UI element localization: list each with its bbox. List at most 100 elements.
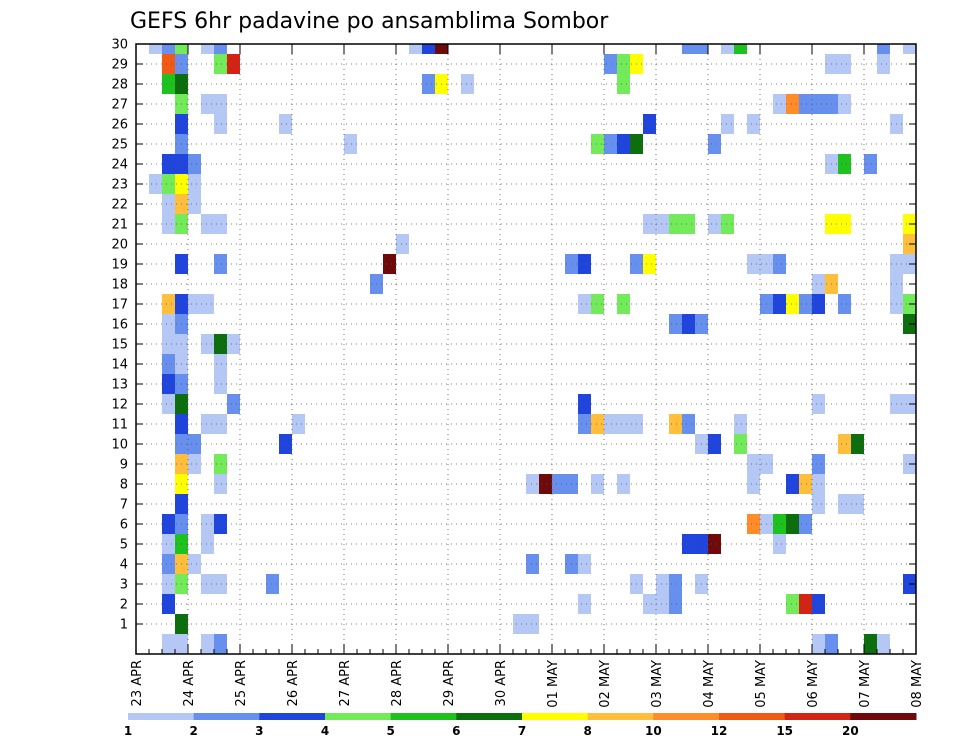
colorbar-swatch bbox=[325, 713, 392, 720]
y-tick-label: 5 bbox=[120, 538, 128, 553]
precip-cell bbox=[227, 54, 240, 74]
precip-cell bbox=[799, 294, 812, 314]
precip-cell bbox=[214, 54, 227, 74]
precip-cell bbox=[201, 514, 214, 534]
precip-cell bbox=[188, 194, 201, 214]
precip-cell bbox=[526, 554, 539, 574]
precip-cell bbox=[214, 414, 227, 434]
y-tick-label: 7 bbox=[120, 498, 128, 513]
precip-cell bbox=[188, 434, 201, 454]
precip-cell bbox=[214, 94, 227, 114]
colorbar-swatch bbox=[719, 713, 786, 720]
precip-cell bbox=[162, 514, 175, 534]
precip-cell bbox=[201, 334, 214, 354]
precip-cell bbox=[682, 44, 695, 54]
precip-cell bbox=[422, 44, 435, 54]
precip-cell bbox=[162, 394, 175, 414]
precip-cell bbox=[201, 534, 214, 554]
y-tick-label: 23 bbox=[111, 178, 128, 193]
precip-cell bbox=[175, 634, 188, 654]
y-tick-label: 24 bbox=[111, 158, 128, 173]
colorbar-swatch bbox=[193, 713, 260, 720]
precip-cell bbox=[838, 214, 851, 234]
y-tick-label: 20 bbox=[111, 238, 128, 253]
colorbar-label: 10 bbox=[645, 724, 662, 738]
precip-cell bbox=[864, 154, 877, 174]
x-tick-label: 25 APR bbox=[234, 660, 249, 706]
precip-cell bbox=[214, 634, 227, 654]
precip-cell bbox=[513, 614, 526, 634]
x-tick-label: 24 APR bbox=[182, 660, 197, 706]
precip-cell bbox=[643, 254, 656, 274]
precip-cell bbox=[799, 94, 812, 114]
precip-cell bbox=[617, 294, 630, 314]
precip-cell bbox=[188, 174, 201, 194]
precip-cell bbox=[201, 414, 214, 434]
colorbar-label: 20 bbox=[842, 724, 859, 738]
y-tick-label: 17 bbox=[111, 298, 128, 313]
precip-cell bbox=[747, 254, 760, 274]
x-tick-label: 26 APR bbox=[286, 660, 301, 706]
x-tick-label: 27 APR bbox=[338, 660, 353, 706]
y-tick-label: 16 bbox=[111, 318, 128, 333]
precip-cell bbox=[604, 134, 617, 154]
precip-cell bbox=[669, 214, 682, 234]
precip-cell bbox=[604, 414, 617, 434]
precip-cell bbox=[162, 194, 175, 214]
precip-cell bbox=[877, 634, 890, 654]
y-tick-label: 27 bbox=[111, 98, 128, 113]
precip-cell bbox=[162, 44, 175, 54]
precip-cell bbox=[578, 294, 591, 314]
precip-cell bbox=[786, 474, 799, 494]
precip-cell bbox=[578, 414, 591, 434]
y-tick-label: 25 bbox=[111, 138, 128, 153]
precip-cell bbox=[656, 594, 669, 614]
precip-cell bbox=[799, 514, 812, 534]
precip-cell bbox=[643, 114, 656, 134]
precip-cell bbox=[851, 434, 864, 454]
precip-cell bbox=[552, 474, 565, 494]
precip-cell bbox=[721, 114, 734, 134]
precip-cell bbox=[214, 474, 227, 494]
precip-cell bbox=[214, 44, 227, 54]
colorbar-label: 6 bbox=[452, 724, 460, 738]
precip-cell bbox=[786, 294, 799, 314]
precip-cell bbox=[838, 294, 851, 314]
precip-cell bbox=[162, 314, 175, 334]
precip-cell bbox=[201, 574, 214, 594]
colorbar-swatch bbox=[128, 713, 195, 720]
precip-cell bbox=[344, 134, 357, 154]
precip-cell bbox=[812, 294, 825, 314]
precip-cell bbox=[149, 44, 162, 54]
precip-cell bbox=[201, 634, 214, 654]
chart-title: GEFS 6hr padavine po ansamblima Sombor bbox=[130, 9, 609, 34]
precip-cell bbox=[214, 354, 227, 374]
precip-cell bbox=[617, 54, 630, 74]
precip-cell bbox=[214, 374, 227, 394]
colorbar-swatch bbox=[653, 713, 720, 720]
precip-cell bbox=[721, 44, 734, 54]
y-tick-label: 29 bbox=[111, 58, 128, 73]
precip-cell bbox=[708, 534, 721, 554]
precip-cell bbox=[838, 94, 851, 114]
precip-cell bbox=[734, 44, 747, 54]
x-tick-label: 01 MAY bbox=[546, 660, 561, 708]
precip-cell bbox=[526, 614, 539, 634]
precip-cell bbox=[812, 94, 825, 114]
precip-cell bbox=[201, 94, 214, 114]
precip-cell bbox=[162, 554, 175, 574]
precip-cell bbox=[643, 214, 656, 234]
y-tick-label: 13 bbox=[111, 378, 128, 393]
precip-cell bbox=[799, 474, 812, 494]
x-tick-label: 07 MAY bbox=[858, 660, 873, 708]
precip-cell bbox=[201, 44, 214, 54]
y-tick-label: 18 bbox=[111, 278, 128, 293]
precip-cell bbox=[214, 114, 227, 134]
x-tick-label: 03 MAY bbox=[650, 660, 665, 708]
precip-cell bbox=[162, 74, 175, 94]
colorbar-swatch bbox=[390, 713, 457, 720]
y-tick-label: 10 bbox=[111, 438, 128, 453]
precip-cell bbox=[669, 574, 682, 594]
precip-cell bbox=[149, 174, 162, 194]
